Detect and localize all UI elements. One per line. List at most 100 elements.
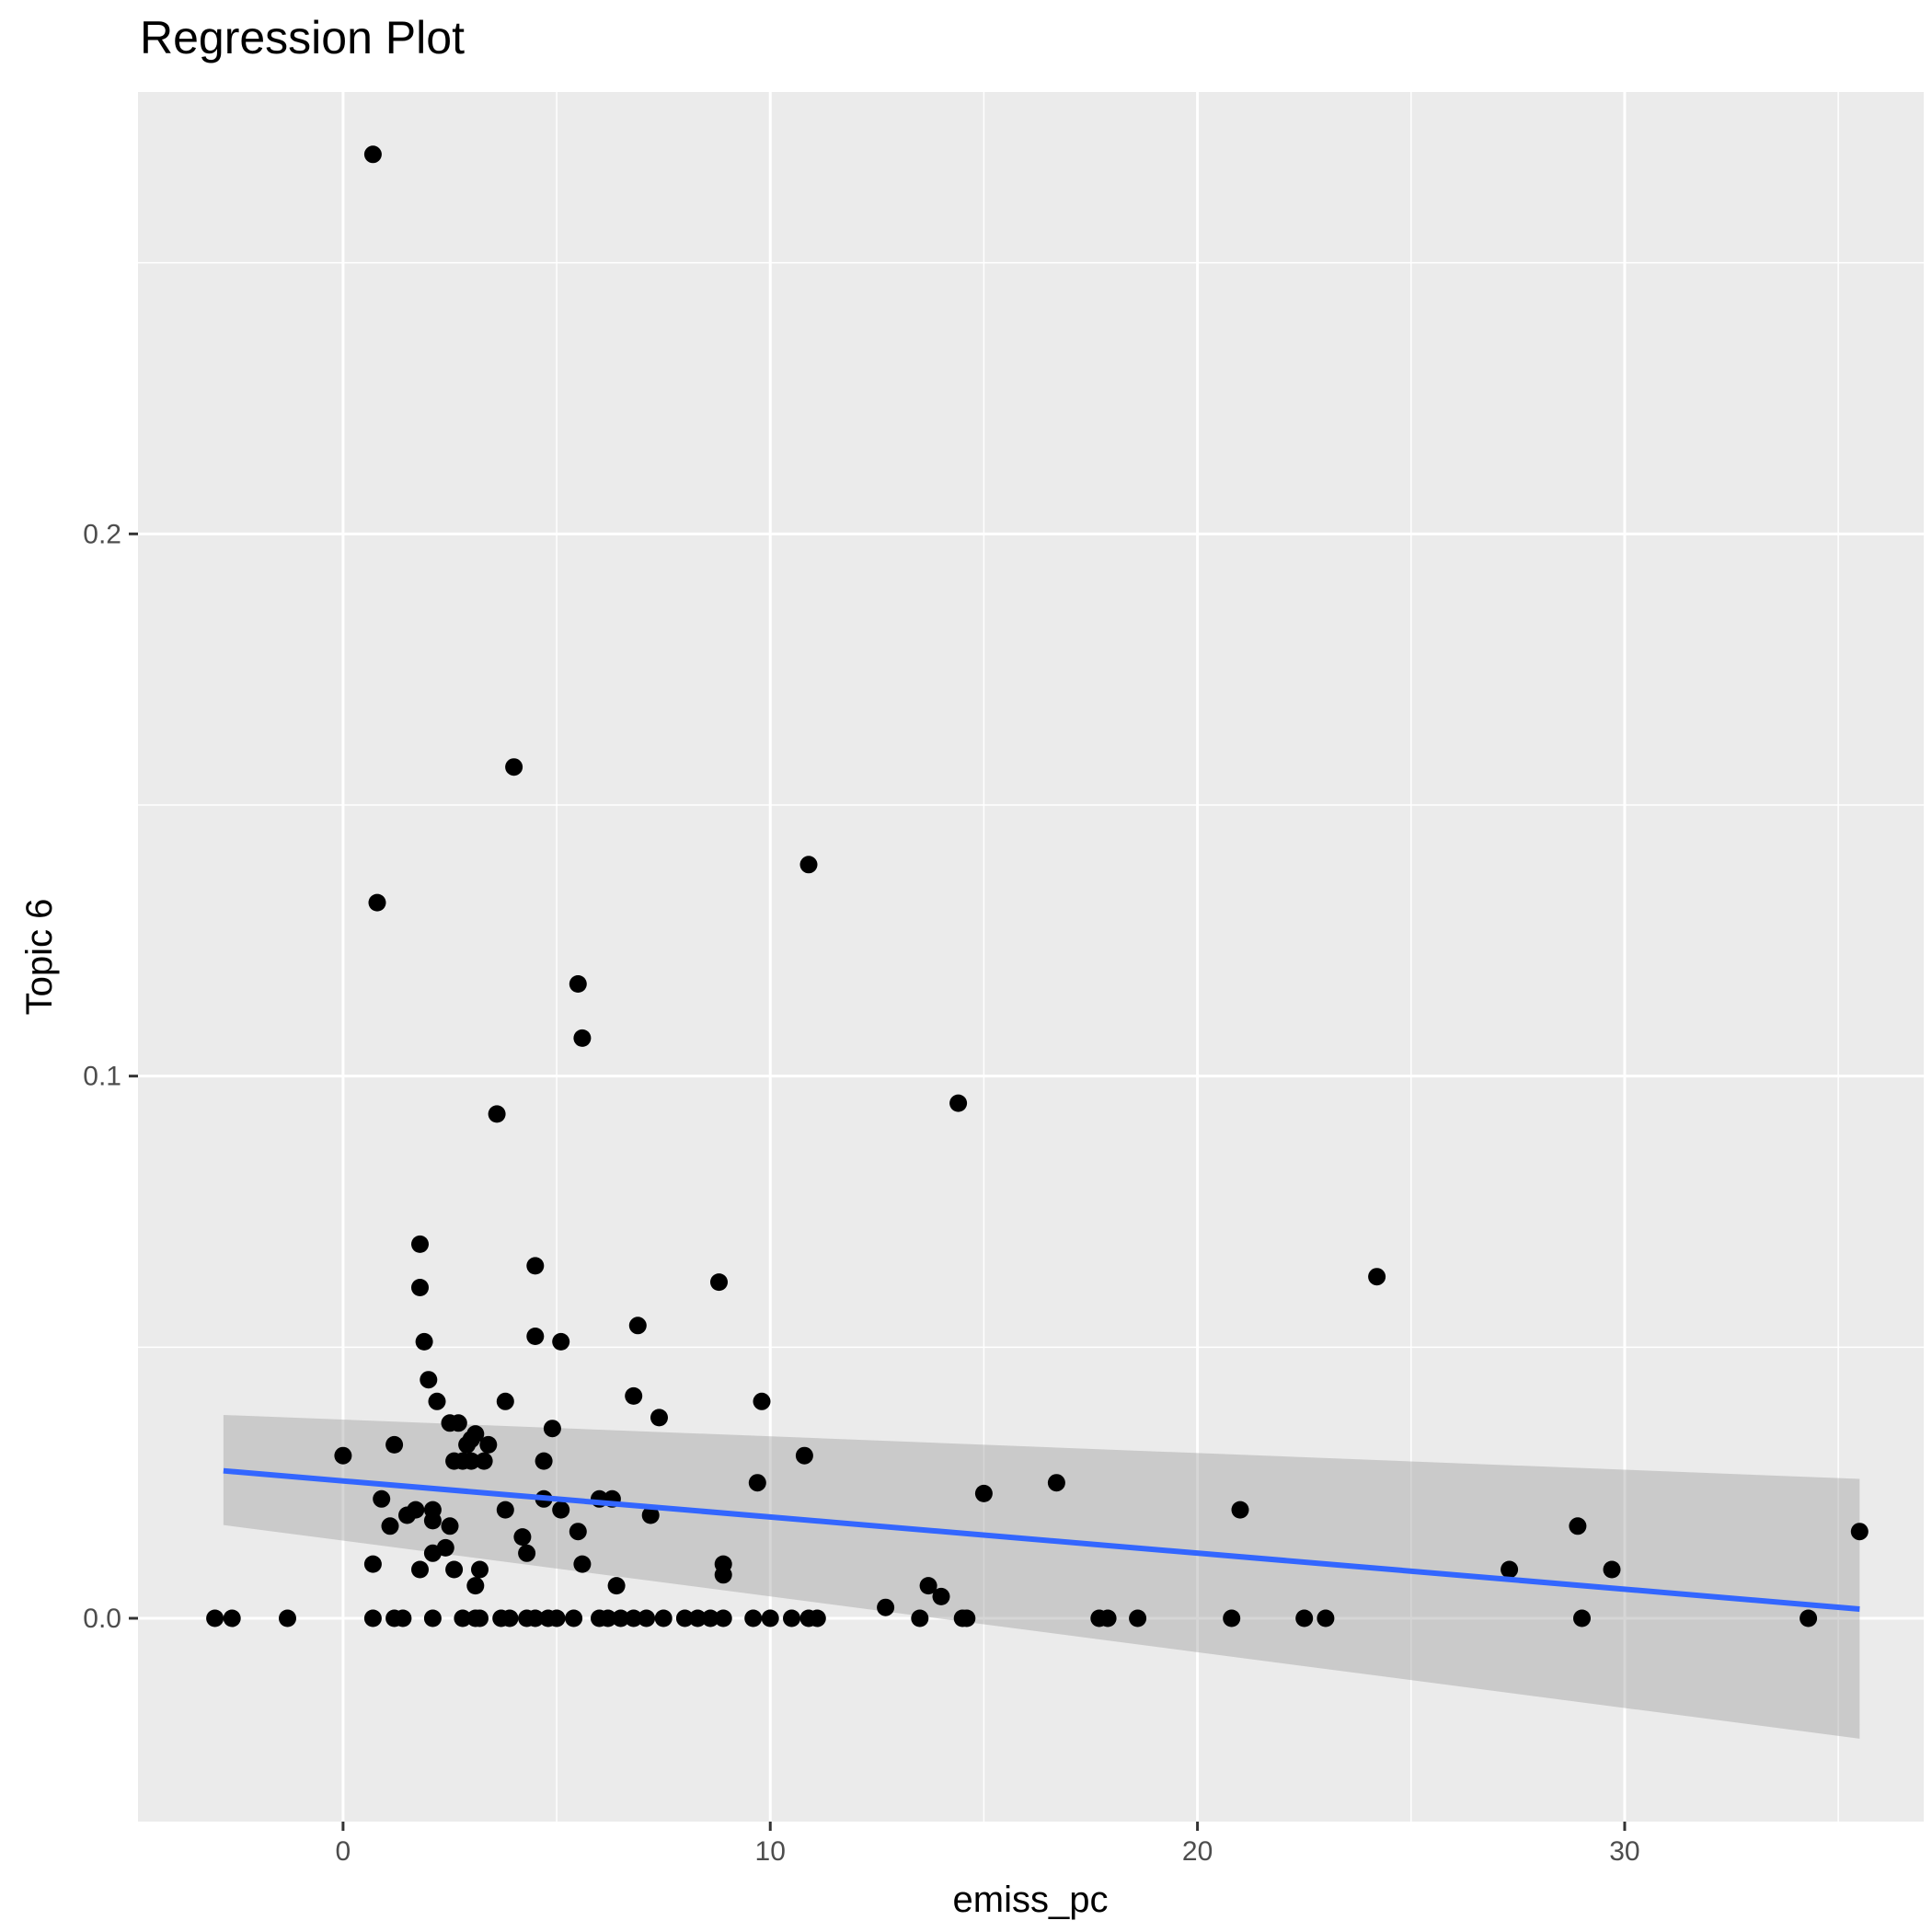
data-point: [526, 1328, 545, 1345]
data-point: [423, 1544, 442, 1562]
data-point: [449, 1414, 467, 1432]
data-point: [526, 1257, 545, 1275]
data-point: [223, 1609, 241, 1627]
axis-ticks: 0 10 20 30 0.0 0.1 0.2: [83, 519, 1639, 1867]
data-point: [363, 1555, 382, 1573]
data-point: [423, 1609, 442, 1627]
data-point: [761, 1609, 779, 1627]
data-point: [206, 1609, 224, 1627]
data-point: [373, 1489, 391, 1508]
data-point: [808, 1609, 826, 1627]
x-tick-label: 20: [1182, 1836, 1213, 1867]
y-tick-label: 0.2: [83, 519, 121, 549]
data-point: [394, 1609, 412, 1627]
data-point: [488, 1105, 506, 1123]
data-point: [363, 145, 382, 164]
data-point: [919, 1577, 937, 1595]
data-point: [573, 1029, 592, 1047]
y-tick-label: 0.0: [83, 1604, 121, 1634]
data-point: [368, 893, 386, 912]
x-tick-label: 0: [336, 1836, 351, 1867]
data-point: [279, 1609, 296, 1627]
data-point: [710, 1273, 728, 1292]
data-point: [654, 1609, 673, 1627]
data-point: [569, 975, 587, 993]
data-point: [688, 1609, 707, 1627]
confidence-band: [223, 1414, 1860, 1739]
confidence-band-group: [223, 1414, 1860, 1739]
data-point: [911, 1609, 929, 1627]
data-point: [569, 1523, 587, 1541]
data-point: [1603, 1560, 1621, 1579]
data-point: [753, 1392, 771, 1410]
data-point: [496, 1501, 514, 1519]
data-point: [1098, 1609, 1117, 1627]
data-point: [518, 1544, 536, 1562]
data-point: [599, 1609, 617, 1627]
data-point: [496, 1392, 514, 1410]
data-point: [415, 1332, 433, 1351]
data-point: [1317, 1609, 1335, 1627]
data-point: [411, 1235, 429, 1253]
data-point: [714, 1566, 732, 1584]
data-point: [411, 1279, 429, 1296]
data-point: [783, 1609, 800, 1627]
data-point: [458, 1435, 477, 1454]
data-point: [1047, 1474, 1065, 1492]
data-point: [974, 1484, 993, 1502]
data-point: [1231, 1501, 1249, 1519]
data-point: [949, 1094, 968, 1112]
data-point: [612, 1609, 630, 1627]
data-points: [206, 145, 1869, 1627]
data-point: [650, 1409, 668, 1427]
data-point: [1223, 1609, 1241, 1627]
data-point: [958, 1609, 976, 1627]
data-point: [625, 1609, 643, 1627]
data-point: [638, 1609, 656, 1627]
data-point: [471, 1609, 489, 1627]
data-point: [565, 1609, 583, 1627]
data-point: [628, 1317, 647, 1335]
data-point: [454, 1609, 472, 1627]
plot-panel: [138, 92, 1924, 1822]
data-point: [552, 1501, 570, 1519]
data-point: [535, 1452, 553, 1470]
data-point: [543, 1420, 561, 1438]
data-point: [799, 856, 818, 874]
data-point: [701, 1609, 719, 1627]
grid-lines: [138, 92, 1924, 1822]
data-point: [363, 1609, 382, 1627]
data-point: [475, 1452, 493, 1470]
data-point: [423, 1512, 442, 1530]
data-point: [466, 1577, 485, 1595]
data-point: [1573, 1609, 1591, 1627]
data-point: [334, 1446, 352, 1465]
data-point: [513, 1528, 532, 1547]
data-point: [1368, 1268, 1386, 1286]
x-tick-label: 10: [755, 1836, 786, 1867]
data-point: [1850, 1523, 1869, 1541]
data-point: [479, 1435, 498, 1454]
data-point: [641, 1506, 660, 1524]
data-point: [385, 1435, 404, 1454]
data-point: [441, 1517, 459, 1535]
data-point: [420, 1371, 438, 1389]
data-point: [932, 1587, 950, 1605]
data-point: [411, 1560, 429, 1579]
x-axis-label: emiss_pc: [953, 1880, 1109, 1920]
regression-line: [223, 1467, 1860, 1612]
data-point: [573, 1555, 592, 1573]
data-point: [407, 1501, 425, 1519]
data-point: [877, 1598, 895, 1616]
data-point: [748, 1474, 766, 1492]
data-point: [428, 1392, 446, 1410]
data-point: [1501, 1560, 1519, 1579]
data-point: [526, 1609, 545, 1627]
regression-line-group: [223, 1467, 1860, 1612]
data-point: [607, 1577, 626, 1595]
data-point: [625, 1386, 643, 1405]
data-point: [552, 1332, 570, 1351]
data-point: [505, 758, 523, 776]
